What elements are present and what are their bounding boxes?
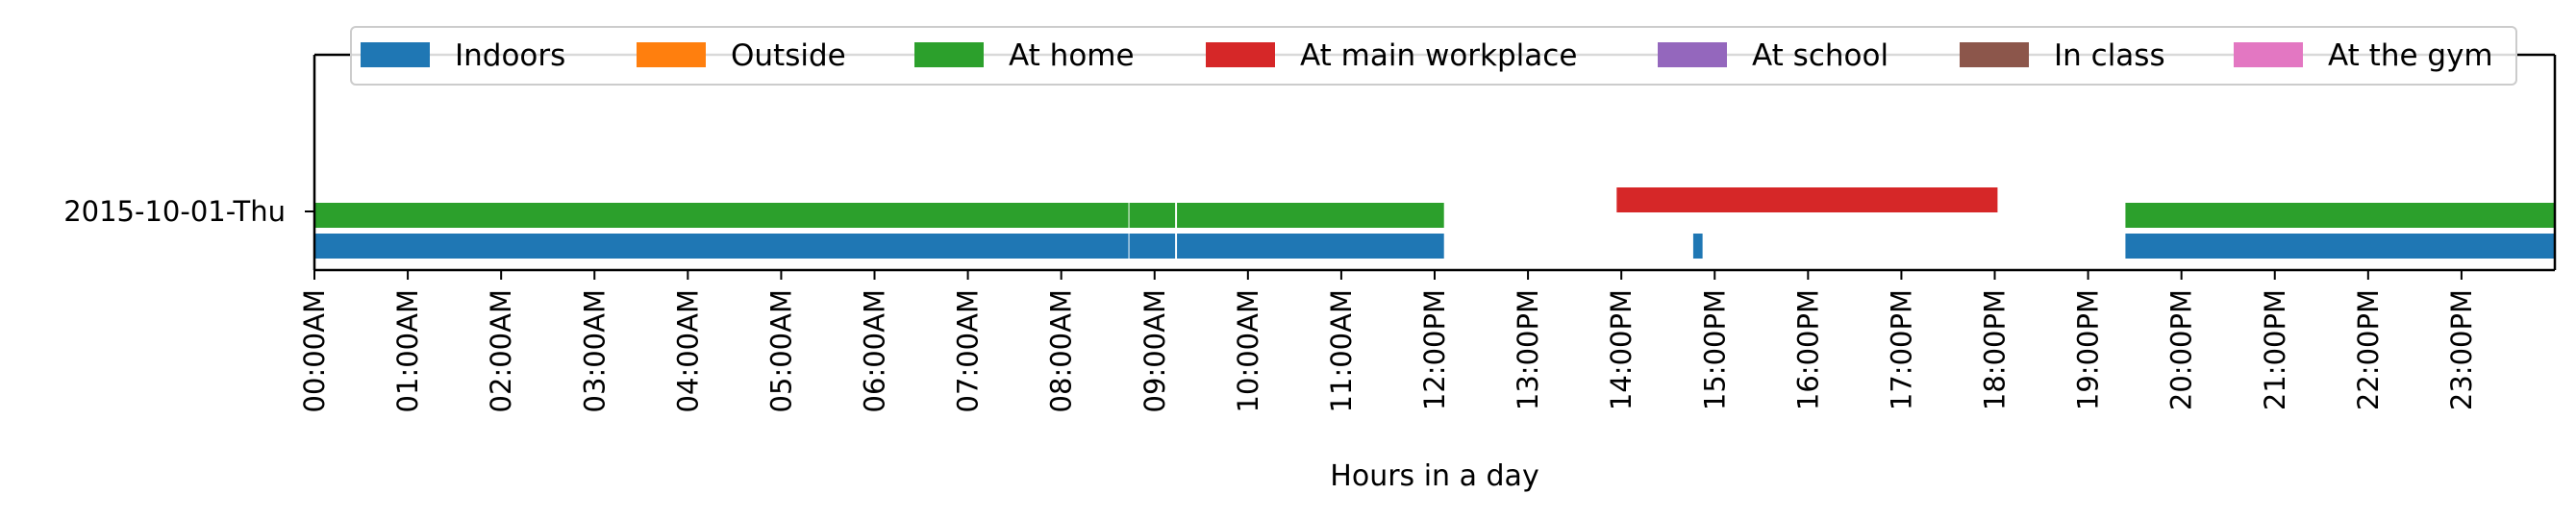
x-tick-label: 10:00AM xyxy=(1232,289,1264,412)
x-tick-label: 18:00PM xyxy=(1979,289,2012,410)
x-tick-label: 11:00AM xyxy=(1325,289,1358,412)
legend-label: Outside xyxy=(731,38,846,73)
legend-label: At home xyxy=(1009,38,1135,73)
x-tick-label: 12:00PM xyxy=(1418,289,1451,410)
y-tick-label: 2015-10-01-Thu xyxy=(63,195,286,228)
x-tick-label: 17:00PM xyxy=(1885,289,1917,410)
bar-at-home xyxy=(314,203,1129,228)
legend-label: At the gym xyxy=(2328,38,2493,73)
x-tick-label: 21:00PM xyxy=(2259,289,2291,410)
x-tick-label: 05:00AM xyxy=(764,289,797,412)
x-tick-label: 16:00PM xyxy=(1791,289,1824,410)
x-tick-label: 13:00PM xyxy=(1512,289,1544,410)
x-axis-label: Hours in a day xyxy=(1330,459,1538,493)
x-tick-label: 00:00AM xyxy=(298,289,331,412)
legend-label: At main workplace xyxy=(1300,38,1577,73)
bar-at-main-workplace xyxy=(1616,187,1998,212)
legend: Indoors Outside At home At main workplace At… xyxy=(350,26,2517,86)
bar-indoors xyxy=(314,234,1129,259)
legend-label: At school xyxy=(1752,38,1888,73)
x-tick-label: 03:00AM xyxy=(578,289,611,412)
x-axis-ticks: 00:00AM 01:00AM 02:00AM 03:00AM 04:00AM 05:00… xyxy=(298,270,2478,412)
bar-indoors xyxy=(2125,234,2555,259)
legend-swatch xyxy=(1960,42,2029,67)
x-tick-label: 14:00PM xyxy=(1605,289,1638,410)
legend-swatch xyxy=(1658,42,1727,67)
legend-swatch xyxy=(361,42,430,67)
bar-indoors xyxy=(1692,234,1703,259)
x-tick-label: 22:00PM xyxy=(2352,289,2385,410)
x-tick-label: 07:00AM xyxy=(952,289,985,412)
bars-layer xyxy=(314,187,2555,259)
x-tick-label: 02:00AM xyxy=(485,289,517,412)
bar-at-home xyxy=(1177,203,1444,228)
x-tick-label: 20:00PM xyxy=(2165,289,2198,410)
bar-indoors xyxy=(1177,234,1444,259)
y-axis-ticks: 2015-10-01-Thu xyxy=(63,195,314,228)
legend-swatch xyxy=(914,42,984,67)
legend-frame xyxy=(350,26,2517,86)
bar-at-home xyxy=(2125,203,2555,228)
x-tick-label: 15:00PM xyxy=(1698,289,1731,410)
legend-swatch xyxy=(2234,42,2303,67)
legend-label: In class xyxy=(2054,38,2165,73)
x-tick-label: 09:00AM xyxy=(1138,289,1171,412)
legend-swatch xyxy=(1206,42,1275,67)
bar-at-home xyxy=(1129,203,1176,228)
x-tick-label: 01:00AM xyxy=(391,289,424,412)
x-tick-label: 23:00PM xyxy=(2445,289,2478,410)
legend-swatch xyxy=(637,42,706,67)
legend-label: Indoors xyxy=(455,38,565,73)
x-tick-label: 19:00PM xyxy=(2072,289,2105,410)
x-tick-label: 08:00AM xyxy=(1045,289,1078,412)
bar-indoors xyxy=(1129,234,1176,259)
x-tick-label: 04:00AM xyxy=(671,289,704,412)
x-tick-label: 06:00AM xyxy=(859,289,891,412)
